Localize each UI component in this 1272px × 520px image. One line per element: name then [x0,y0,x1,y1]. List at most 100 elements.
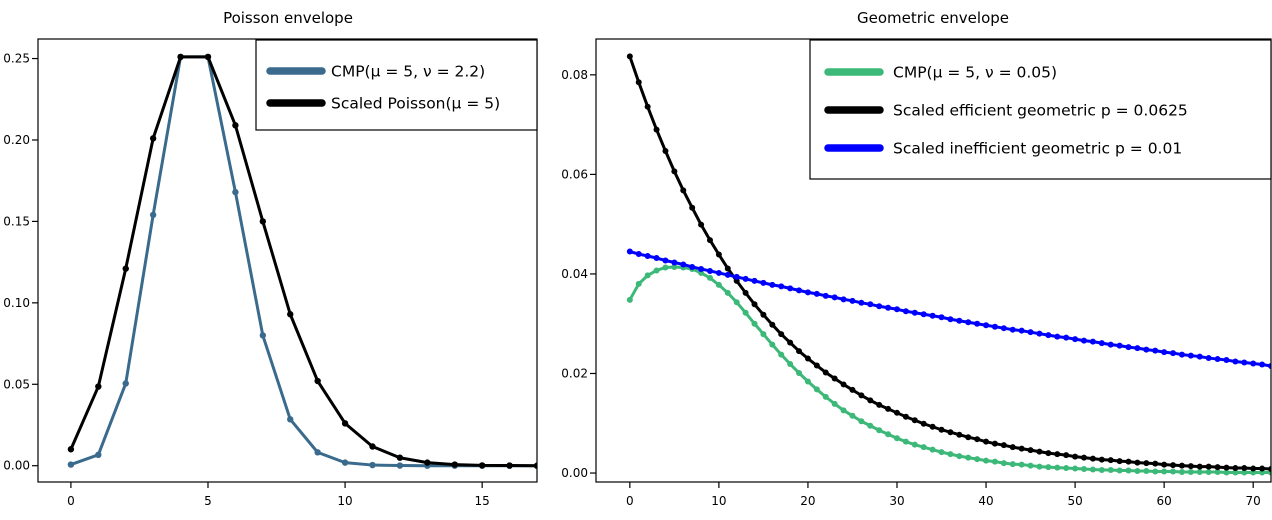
data-point [1170,350,1177,357]
plot-area [626,53,1271,476]
data-point [787,361,794,368]
data-point [635,280,642,287]
data-point [478,462,486,469]
data-point [653,255,660,262]
y-tick-label: 0.00 [561,466,588,480]
data-point [1205,463,1212,470]
data-point [1089,455,1096,462]
data-point [1223,469,1230,476]
data-point [947,429,954,436]
data-point [885,405,892,412]
data-point [867,397,874,404]
legend-box [809,39,1272,180]
data-point [974,320,981,327]
data-point [858,392,865,399]
data-point [396,454,404,461]
data-point [804,289,811,296]
data-point [644,272,651,279]
data-point [1152,468,1159,475]
data-point [706,274,713,281]
data-point [1232,358,1239,365]
data-point [506,462,513,469]
y-tick-label: 0.08 [561,68,588,82]
data-point [1268,466,1271,473]
data-point [742,289,749,296]
data-point [769,341,776,348]
data-point [956,453,963,460]
data-point [1107,341,1114,348]
legend-label: CMP(μ = 5, ν = 0.05) [893,64,1057,82]
data-point [67,446,75,453]
data-point [706,237,713,244]
data-point [232,188,239,196]
data-point [626,248,633,255]
legend-label: Scaled inefficient geometric p = 0.01 [893,140,1182,158]
data-point [974,436,981,443]
data-point [689,263,696,270]
data-point [1072,465,1079,472]
data-point [1000,442,1007,449]
data-point [876,427,883,434]
data-point [67,461,75,468]
data-point [1178,462,1185,469]
data-point [177,53,184,61]
data-point [662,264,669,271]
data-point [885,304,892,311]
data-point [1054,451,1061,458]
x-tick-label: 50 [1067,494,1082,508]
data-point [122,380,129,387]
data-point [1196,353,1203,360]
data-point [653,126,660,133]
data-point [831,294,838,301]
chart-title: Geometric envelope [857,9,1009,27]
data-point [760,311,767,318]
data-point [671,259,678,266]
data-point [644,103,651,110]
data-point [911,309,918,316]
x-tick-label: 10 [337,494,352,508]
data-point [1018,327,1025,334]
data-point [733,273,740,280]
data-point [1089,338,1096,345]
data-point [760,279,767,286]
data-point [760,331,767,338]
data-point [369,443,376,450]
data-point [876,303,883,310]
data-point [424,459,431,466]
data-point [149,211,157,219]
data-point [1214,356,1221,363]
data-point [893,409,900,416]
data-point [947,451,954,458]
data-point [635,251,642,258]
data-point [1196,463,1203,470]
data-point [965,454,972,461]
data-point [751,277,758,284]
data-point [1196,469,1203,476]
data-point [715,269,722,276]
data-point [314,449,321,456]
x-tick-label: 0 [626,494,634,508]
data-point [804,355,811,362]
legend-label: CMP(μ = 5, ν = 2.2) [331,63,485,81]
data-point [742,275,749,282]
plot-area [67,53,537,469]
y-tick-label: 0.20 [3,133,30,147]
data-point [1054,464,1061,471]
data-point [1134,468,1141,475]
data-point [1143,346,1150,353]
data-point [867,301,874,308]
data-point [965,319,972,326]
x-tick-label: 10 [711,494,726,508]
data-point [840,407,847,414]
data-point [341,420,349,427]
y-tick-label: 0.02 [561,366,588,380]
data-point [849,297,856,304]
data-point [956,431,963,438]
data-point [1187,352,1194,359]
data-point [149,135,157,142]
data-point [1223,464,1230,471]
data-point [867,422,874,429]
data-point [1063,452,1070,459]
